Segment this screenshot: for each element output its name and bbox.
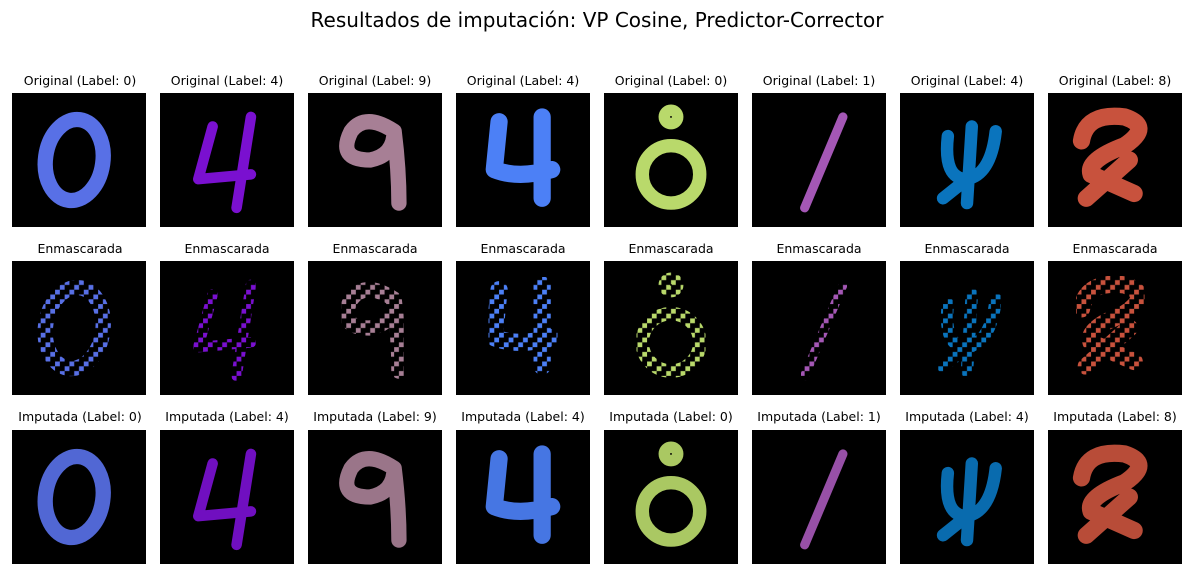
panel-title-original: Original (Label: 0) [614,73,728,88]
panel-title-masked: Enmascarada [184,241,270,256]
panel-title-imputed: Imputada (Label: 4) [905,409,1029,424]
imputed-digit-image [752,430,886,564]
original-digit-image [308,93,442,227]
panel-title-imputed: Imputada (Label: 0) [18,409,142,424]
panel-title-masked: Enmascarada [480,241,566,256]
panel-title-imputed: Imputada (Label: 0) [609,409,733,424]
imputed-digit-image [160,430,294,564]
masked-digit-image [308,261,442,395]
imputed-digit-image [604,430,738,564]
original-digit-image [752,93,886,227]
figure-title: Resultados de imputación: VP Cosine, Pre… [310,8,884,32]
original-digit-image [900,93,1034,227]
panel-title-original: Original (Label: 8) [1058,73,1172,88]
panel-title-original: Original (Label: 0) [23,73,137,88]
panel-title-imputed: Imputada (Label: 8) [1053,409,1177,424]
panel-title-imputed: Imputada (Label: 4) [165,409,289,424]
masked-digit-image [456,261,590,395]
panel-title-masked: Enmascarada [776,241,862,256]
imputed-digit-image [308,430,442,564]
panel-title-original: Original (Label: 1) [762,73,876,88]
original-digit-image [1048,93,1182,227]
original-digit-image [12,93,146,227]
panel-title-masked: Enmascarada [37,241,123,256]
original-digit-image [160,93,294,227]
panel-title-original: Original (Label: 9) [318,73,432,88]
masked-digit-image [900,261,1034,395]
original-digit-image [456,93,590,227]
panel-title-masked: Enmascarada [628,241,714,256]
imputed-digit-image [12,430,146,564]
imputed-digit-image [456,430,590,564]
imputed-digit-image [900,430,1034,564]
panel-title-masked: Enmascarada [332,241,418,256]
original-digit-image [604,93,738,227]
panel-title-imputed: Imputada (Label: 9) [313,409,437,424]
panel-title-imputed: Imputada (Label: 4) [461,409,585,424]
panel-title-masked: Enmascarada [1072,241,1158,256]
imputed-digit-image [1048,430,1182,564]
masked-digit-image [1048,261,1182,395]
masked-digit-image [12,261,146,395]
masked-digit-image [752,261,886,395]
panel-title-original: Original (Label: 4) [910,73,1024,88]
panel-title-original: Original (Label: 4) [170,73,284,88]
panel-title-imputed: Imputada (Label: 1) [757,409,881,424]
masked-digit-image [160,261,294,395]
masked-digit-image [604,261,738,395]
panel-title-original: Original (Label: 4) [466,73,580,88]
panel-title-masked: Enmascarada [924,241,1010,256]
